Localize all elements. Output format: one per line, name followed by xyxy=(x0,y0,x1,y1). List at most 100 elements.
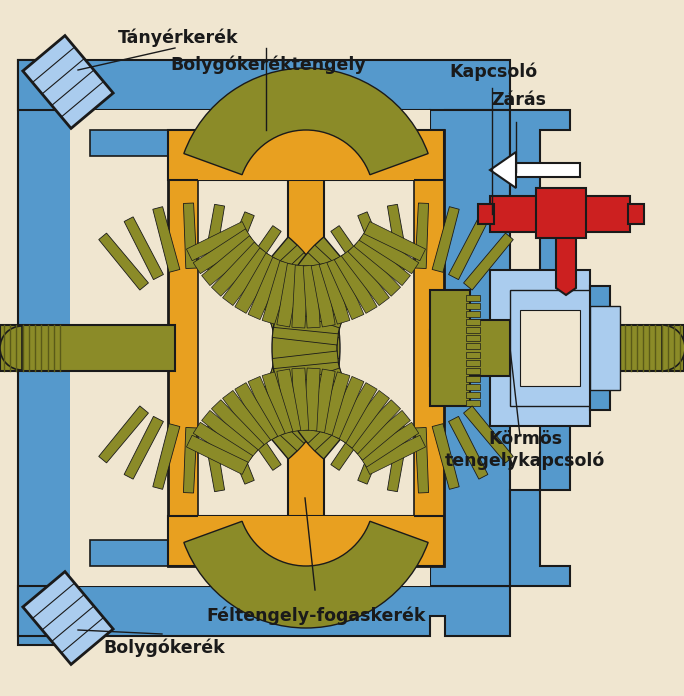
Polygon shape xyxy=(202,236,258,285)
Polygon shape xyxy=(235,253,278,313)
Polygon shape xyxy=(250,245,304,297)
Polygon shape xyxy=(308,399,363,451)
Polygon shape xyxy=(222,248,271,306)
Polygon shape xyxy=(490,152,516,188)
Bar xyxy=(466,303,480,309)
Polygon shape xyxy=(364,435,425,475)
Polygon shape xyxy=(430,290,510,406)
Polygon shape xyxy=(18,60,90,645)
Polygon shape xyxy=(354,411,410,460)
Polygon shape xyxy=(449,416,488,479)
Bar xyxy=(466,400,480,406)
Polygon shape xyxy=(387,426,409,491)
Wedge shape xyxy=(662,325,684,371)
Bar xyxy=(628,204,644,224)
Polygon shape xyxy=(153,424,180,489)
Polygon shape xyxy=(187,221,248,261)
Polygon shape xyxy=(23,571,113,665)
Polygon shape xyxy=(359,229,419,274)
Bar xyxy=(466,343,480,349)
Polygon shape xyxy=(348,400,401,454)
Polygon shape xyxy=(211,400,264,454)
Polygon shape xyxy=(261,384,322,427)
Bar xyxy=(466,367,480,374)
Polygon shape xyxy=(290,269,352,312)
Polygon shape xyxy=(331,226,376,285)
Bar xyxy=(590,286,610,410)
Bar xyxy=(466,384,480,390)
Polygon shape xyxy=(262,372,293,435)
Wedge shape xyxy=(184,521,428,628)
Bar xyxy=(168,130,444,566)
Bar xyxy=(510,290,590,406)
Bar xyxy=(466,311,480,317)
Text: Tányérkerék: Tányérkerék xyxy=(118,29,238,47)
Bar xyxy=(490,196,630,232)
Polygon shape xyxy=(331,411,376,470)
Polygon shape xyxy=(303,368,320,431)
Polygon shape xyxy=(153,207,180,272)
Polygon shape xyxy=(292,265,308,328)
Polygon shape xyxy=(415,203,429,269)
Polygon shape xyxy=(250,399,304,451)
Polygon shape xyxy=(203,426,224,491)
Bar xyxy=(466,360,480,365)
Polygon shape xyxy=(220,420,254,484)
Polygon shape xyxy=(277,263,301,327)
Text: Körmös
tengelykapcsoló: Körmös tengelykapcsoló xyxy=(445,430,605,470)
Wedge shape xyxy=(272,237,365,459)
Polygon shape xyxy=(269,297,334,328)
Bar xyxy=(0,325,175,371)
Bar xyxy=(168,130,444,180)
Text: Bolygókerék: Bolygókerék xyxy=(103,639,225,657)
Polygon shape xyxy=(274,327,340,345)
Polygon shape xyxy=(464,406,513,463)
Polygon shape xyxy=(248,377,285,438)
Bar xyxy=(90,130,168,156)
Polygon shape xyxy=(194,422,253,467)
Bar xyxy=(478,204,494,224)
Polygon shape xyxy=(341,390,389,448)
Polygon shape xyxy=(124,416,163,479)
Polygon shape xyxy=(449,217,488,280)
Bar xyxy=(466,335,480,341)
Bar xyxy=(288,130,324,566)
Bar xyxy=(590,306,620,390)
Wedge shape xyxy=(246,237,340,459)
Bar xyxy=(466,327,480,333)
Polygon shape xyxy=(183,427,197,493)
Polygon shape xyxy=(354,236,410,285)
Polygon shape xyxy=(510,110,570,210)
Polygon shape xyxy=(540,406,570,490)
Bar xyxy=(520,310,580,386)
Polygon shape xyxy=(308,245,363,297)
Polygon shape xyxy=(278,297,343,328)
Polygon shape xyxy=(262,261,293,324)
Polygon shape xyxy=(220,212,254,276)
Bar xyxy=(466,376,480,382)
Bar xyxy=(466,295,480,301)
Polygon shape xyxy=(98,233,148,290)
Polygon shape xyxy=(23,35,113,128)
Bar xyxy=(430,330,585,366)
Bar xyxy=(466,319,480,325)
Polygon shape xyxy=(187,435,248,475)
Polygon shape xyxy=(348,242,401,296)
Bar xyxy=(536,188,586,238)
Polygon shape xyxy=(235,411,281,470)
Bar xyxy=(70,110,430,586)
Polygon shape xyxy=(415,427,429,493)
Polygon shape xyxy=(202,411,258,460)
Polygon shape xyxy=(334,383,377,443)
Polygon shape xyxy=(327,377,364,438)
Polygon shape xyxy=(540,210,570,290)
Polygon shape xyxy=(235,383,278,443)
Polygon shape xyxy=(274,351,340,369)
Text: Bolygókeréktengely: Bolygókeréktengely xyxy=(170,56,366,74)
Polygon shape xyxy=(278,368,343,399)
Polygon shape xyxy=(261,269,322,312)
Polygon shape xyxy=(98,406,148,463)
Polygon shape xyxy=(430,110,510,586)
Bar xyxy=(466,392,480,398)
Polygon shape xyxy=(311,369,335,433)
